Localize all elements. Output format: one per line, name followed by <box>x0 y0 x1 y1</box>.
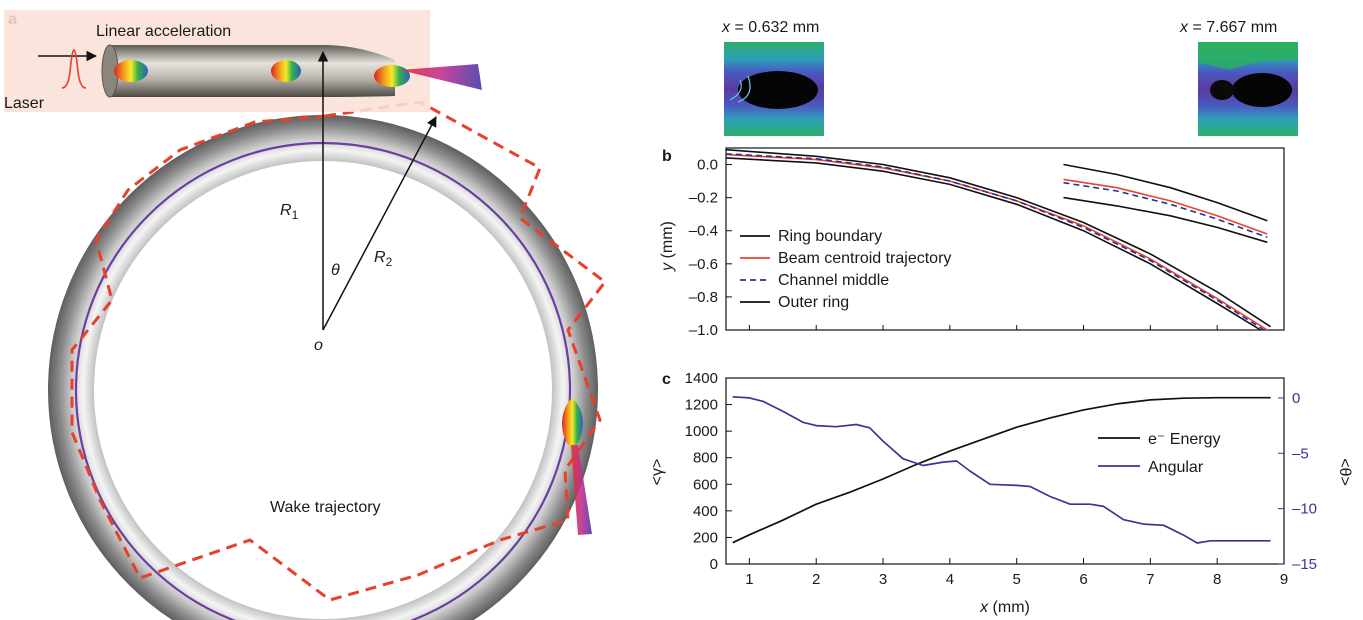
y-tick-label-right-c: –10 <box>1292 501 1317 518</box>
x-tick-label-c: 8 <box>1213 571 1221 588</box>
x-tick-label-c: 3 <box>879 571 887 588</box>
y-axis-label-right-c: <θ> <box>1336 458 1353 486</box>
snapshot-right-label: x = 7.667 mm <box>1179 19 1277 36</box>
y-tick-label-right-c: –15 <box>1292 556 1317 573</box>
y-axis-label-b: y (mm) <box>659 221 676 272</box>
snapshot-left-label: x = 0.632 mm <box>721 19 819 36</box>
y-tick-label-left-c: 800 <box>693 450 718 467</box>
x-axis-label-c: x (mm) <box>979 599 1030 616</box>
y-tick-label-left-c: 200 <box>693 529 718 546</box>
y-tick-label-left-c: 1000 <box>685 423 718 440</box>
electron-bunch <box>562 398 583 448</box>
electron-bunch <box>374 65 410 87</box>
legend-label-b: Ring boundary <box>778 228 882 245</box>
legend-label-b: Channel middle <box>778 272 889 289</box>
legend-label-c: Angular <box>1148 459 1204 476</box>
linear-acceleration-label: Linear acceleration <box>96 23 231 40</box>
series-line-b <box>1063 196 1268 244</box>
y-tick-label-b: –0.2 <box>689 190 718 207</box>
laser-label: Laser <box>4 95 45 112</box>
y-axis-label-left-c: <γ> <box>649 459 666 486</box>
snapshot-left: x = 0.632 mm <box>721 19 824 136</box>
electron-bunch <box>271 60 301 82</box>
wake-trajectory-dashed <box>70 100 608 602</box>
plot-frame-b <box>725 147 1285 331</box>
radius-r2-arrow <box>322 116 437 331</box>
y-tick-label-left-c: 1400 <box>685 370 718 387</box>
panel-b-letter: b <box>662 148 672 165</box>
plot-frame-c <box>725 377 1285 565</box>
series-line-c <box>732 395 1271 544</box>
series-line-b <box>725 153 1265 331</box>
panel-b: b 0.0 –0.2 –0.4 –0.6 –0.8 –1.0 y (mm) Ring bo… <box>659 147 1285 339</box>
series-line-c <box>732 396 1271 544</box>
radiation-beam <box>571 445 592 535</box>
y-tick-label-left-c: 400 <box>693 503 718 520</box>
y-tick-label-b: 0.0 <box>697 157 718 174</box>
cavity <box>738 71 818 109</box>
cavity <box>1210 80 1234 100</box>
panel-c-letter: c <box>662 371 671 388</box>
laser-pulse-icon <box>61 49 87 89</box>
panel-a: a Linear acceleration Laser R1 R2 θ <box>4 10 608 620</box>
legend-label-c: e⁻ Energy <box>1148 431 1220 448</box>
snapshot-right: x = 7.667 mm <box>1179 19 1298 136</box>
y-tick-label-b: –0.6 <box>689 256 718 273</box>
y-tick-label-b: –0.4 <box>689 223 718 240</box>
x-tick-label-c: 7 <box>1146 571 1154 588</box>
x-tick-label-c: 9 <box>1280 571 1288 588</box>
r2-label: R2 <box>374 249 393 269</box>
panel-c: c 1 2 3 4 5 6 7 8 9 0 200 400 600 800 1000 1200 1400 0 –5 –… <box>649 370 1353 616</box>
y-tick-label-left-c: 0 <box>710 556 718 573</box>
legend-c: e⁻ Energy Angular <box>1098 431 1220 476</box>
radiation-beam <box>400 64 482 90</box>
origin-label: o <box>314 337 323 354</box>
x-tick-label-c: 4 <box>946 571 954 588</box>
series-line-b <box>1063 178 1268 235</box>
y-tick-label-right-c: –5 <box>1292 445 1309 462</box>
r1-label: R1 <box>280 202 299 222</box>
x-tick-label-c: 5 <box>1013 571 1021 588</box>
x-tick-label-c: 6 <box>1079 571 1087 588</box>
x-tick-label-c: 1 <box>745 571 753 588</box>
y-tick-label-right-c: 0 <box>1292 390 1300 407</box>
legend-b: Ring boundary Beam centroid trajectory Cha… <box>740 228 951 311</box>
y-tick-label-b: –0.8 <box>689 289 718 306</box>
legend-label-b: Outer ring <box>778 294 849 311</box>
x-tick-label-c: 2 <box>812 571 820 588</box>
series-line-b <box>1063 163 1268 222</box>
y-tick-label-left-c: 1200 <box>685 397 718 414</box>
series-line-b <box>725 148 1272 328</box>
y-tick-label-b: –1.0 <box>689 322 718 339</box>
y-tick-label-left-c: 600 <box>693 476 718 493</box>
cavity <box>1232 73 1292 107</box>
series-line-b <box>725 157 1262 331</box>
theta-label: θ <box>331 262 340 279</box>
electron-bunch <box>114 60 148 82</box>
wake-trajectory-label: Wake trajectory <box>270 499 381 516</box>
legend-label-b: Beam centroid trajectory <box>778 250 951 267</box>
